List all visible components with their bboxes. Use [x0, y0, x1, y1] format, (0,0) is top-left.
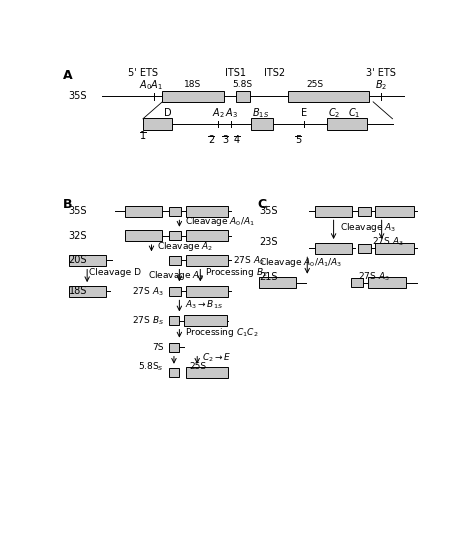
- Bar: [327, 118, 367, 130]
- Bar: [169, 256, 181, 265]
- Text: 25S: 25S: [306, 80, 324, 89]
- Text: 3: 3: [222, 135, 228, 144]
- Bar: [169, 231, 181, 241]
- Text: 27S $A_3$: 27S $A_3$: [132, 285, 164, 298]
- Bar: [186, 255, 228, 266]
- Bar: [358, 207, 371, 216]
- Text: B: B: [63, 198, 73, 211]
- Text: Cleavage $A_3$: Cleavage $A_3$: [340, 221, 396, 234]
- Text: $A_3$: $A_3$: [225, 107, 238, 120]
- Bar: [186, 230, 228, 241]
- Text: Processing $C_1C_2$: Processing $C_1C_2$: [185, 325, 258, 339]
- Bar: [358, 243, 371, 253]
- Text: A: A: [63, 69, 73, 82]
- Bar: [69, 286, 106, 296]
- Text: 3' ETS: 3' ETS: [366, 68, 396, 78]
- Text: $C_2$: $C_2$: [328, 107, 340, 120]
- Bar: [169, 207, 181, 216]
- Text: $B_2$: $B_2$: [375, 78, 387, 92]
- Text: Cleavage $A_0/A_1$: Cleavage $A_0/A_1$: [185, 216, 255, 229]
- Text: 4: 4: [234, 135, 240, 144]
- Text: 27S $B_S$: 27S $B_S$: [132, 315, 164, 327]
- Bar: [186, 368, 228, 379]
- Text: 5: 5: [295, 135, 301, 144]
- Text: 5.8S: 5.8S: [232, 80, 252, 89]
- Bar: [169, 287, 181, 296]
- Text: ITS1: ITS1: [226, 68, 246, 78]
- Text: Processing $B_2$: Processing $B_2$: [205, 266, 268, 280]
- Text: 21S: 21S: [259, 272, 278, 282]
- Bar: [251, 118, 273, 130]
- Text: ITS2: ITS2: [264, 68, 285, 78]
- Text: $C_2 \rightarrow E$: $C_2 \rightarrow E$: [202, 352, 231, 364]
- Bar: [259, 277, 296, 288]
- Bar: [125, 206, 162, 217]
- Text: 27S $A_3$: 27S $A_3$: [358, 270, 390, 283]
- Text: 18S: 18S: [69, 286, 87, 296]
- Text: Cleavage $A_2$: Cleavage $A_2$: [157, 240, 213, 253]
- Text: 32S: 32S: [69, 231, 87, 241]
- Text: Cleavage D: Cleavage D: [89, 268, 141, 277]
- Text: $A_0A_1$: $A_0A_1$: [139, 78, 164, 92]
- Bar: [186, 206, 228, 217]
- Text: 1: 1: [140, 131, 146, 141]
- Bar: [162, 91, 224, 102]
- Text: 35S: 35S: [259, 206, 278, 216]
- Text: 27S $A_2$: 27S $A_2$: [233, 254, 264, 267]
- Text: 7S: 7S: [152, 343, 164, 352]
- Text: E: E: [301, 108, 307, 118]
- Bar: [315, 243, 352, 253]
- Text: $C_1$: $C_1$: [347, 107, 360, 120]
- Text: 27S $A_3$: 27S $A_3$: [373, 236, 404, 248]
- Bar: [186, 286, 228, 296]
- Text: 18S: 18S: [184, 80, 201, 89]
- Bar: [288, 91, 369, 102]
- Bar: [143, 118, 173, 130]
- Text: 20S: 20S: [69, 255, 87, 265]
- Text: $A_2$: $A_2$: [212, 107, 225, 120]
- Text: 35S: 35S: [69, 206, 87, 216]
- Text: $A_3 \rightarrow B_{1S}$: $A_3 \rightarrow B_{1S}$: [185, 298, 223, 311]
- Text: 5.8S$_S$: 5.8S$_S$: [138, 360, 164, 373]
- Bar: [368, 277, 406, 288]
- Bar: [315, 206, 352, 217]
- Bar: [375, 206, 414, 217]
- Text: 5' ETS: 5' ETS: [128, 68, 158, 78]
- Text: 35S: 35S: [69, 91, 87, 101]
- Bar: [169, 316, 179, 325]
- Bar: [351, 278, 363, 287]
- Text: 2: 2: [208, 135, 214, 144]
- Bar: [169, 343, 179, 352]
- Text: C: C: [257, 198, 266, 211]
- Bar: [169, 368, 179, 377]
- Text: Cleavage $A_0/A_1/A_3$: Cleavage $A_0/A_1/A_3$: [259, 256, 343, 269]
- Bar: [69, 255, 106, 266]
- Text: 23S: 23S: [259, 237, 278, 247]
- Bar: [236, 91, 250, 102]
- Bar: [184, 315, 227, 326]
- Text: Cleavage $A_3$: Cleavage $A_3$: [148, 269, 205, 282]
- Bar: [375, 243, 414, 253]
- Text: $B_{1S}$: $B_{1S}$: [252, 107, 269, 120]
- Bar: [125, 230, 162, 241]
- Text: D: D: [164, 108, 172, 118]
- Text: 25S: 25S: [190, 362, 207, 371]
